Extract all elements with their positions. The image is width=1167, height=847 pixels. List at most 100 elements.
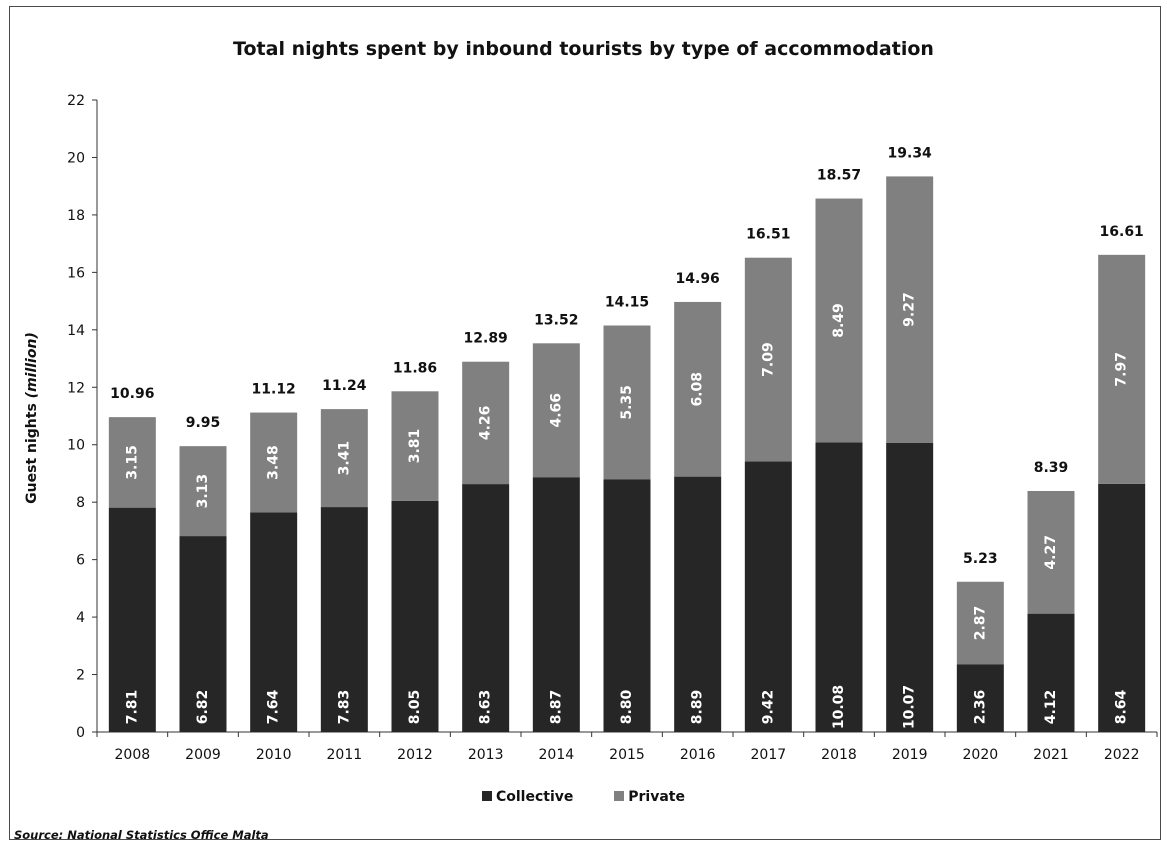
bar-collective (1098, 483, 1146, 732)
x-tick-label: 2012 (397, 747, 433, 763)
x-tick-label: 2015 (609, 747, 645, 763)
data-label-collective: 8.89 (690, 690, 706, 725)
data-label-collective: 7.83 (336, 690, 352, 725)
bar-collective (1027, 613, 1075, 732)
bar-private (603, 325, 651, 480)
total-label: 9.95 (186, 415, 221, 431)
bar-private (391, 391, 439, 501)
data-label-private: 3.41 (336, 441, 352, 476)
x-tick-label: 2011 (327, 747, 363, 763)
data-label-collective: 8.64 (1114, 689, 1130, 724)
y-tick-label: 12 (67, 380, 85, 396)
y-tick-label: 16 (67, 265, 85, 281)
data-label-collective: 2.36 (972, 690, 988, 725)
data-label-private: 7.09 (760, 342, 776, 377)
legend-item-collective: Collective (481, 789, 574, 805)
data-label-private: 3.48 (266, 445, 282, 480)
bar-private (956, 581, 1004, 665)
bar-collective (886, 442, 934, 732)
total-label: 18.57 (817, 168, 861, 184)
total-label: 19.34 (888, 145, 933, 161)
y-tick-label: 8 (76, 495, 85, 511)
total-label: 13.52 (534, 312, 578, 328)
total-label: 14.96 (676, 271, 720, 287)
bar-private (108, 417, 156, 508)
data-label-private: 3.15 (124, 445, 140, 480)
y-tick-label: 4 (76, 610, 85, 626)
chart-title: Total nights spent by inbound tourists b… (233, 38, 934, 60)
data-label-collective: 6.82 (195, 690, 211, 725)
y-tick-label: 10 (67, 438, 85, 454)
data-label-private: 6.08 (690, 372, 706, 407)
data-label-collective: 9.42 (760, 690, 776, 725)
total-label: 12.89 (464, 331, 508, 347)
data-label-collective: 7.81 (124, 690, 140, 725)
bar-collective (462, 484, 510, 732)
total-label: 5.23 (963, 551, 998, 567)
data-label-private: 5.35 (619, 385, 635, 420)
x-tick-label: 2018 (821, 747, 857, 763)
bar-collective (603, 479, 651, 732)
y-tick-label: 18 (67, 208, 85, 224)
bar-collective (744, 461, 792, 732)
bar-private (744, 257, 792, 462)
x-tick-label: 2013 (468, 747, 504, 763)
total-label: 16.51 (746, 227, 790, 243)
data-label-private: 8.49 (831, 303, 847, 338)
data-label-private: 4.66 (548, 393, 564, 428)
legend-label-private: Private (628, 789, 685, 805)
data-label-private: 9.27 (902, 292, 918, 327)
bar-private (179, 446, 227, 537)
data-label-collective: 10.07 (902, 685, 918, 729)
data-label-collective: 10.08 (831, 685, 847, 729)
bar-private (320, 409, 368, 508)
data-label-collective: 8.87 (548, 690, 564, 725)
source-note: Source: National Statistics Office Malta (14, 828, 269, 842)
total-label: 11.86 (393, 360, 437, 376)
data-label-collective: 8.80 (619, 689, 635, 724)
bar-collective (815, 442, 863, 732)
data-label-private: 4.26 (478, 406, 494, 441)
legend-item-private: Private (614, 789, 685, 805)
bar-private (886, 176, 934, 443)
x-tick-label: 2020 (963, 747, 999, 763)
bar-collective (532, 477, 580, 732)
data-label-private: 3.81 (407, 429, 423, 464)
x-tick-label: 2019 (892, 747, 928, 763)
legend-swatch-private (614, 791, 625, 801)
bar-collective (179, 536, 227, 732)
bar-private (250, 412, 298, 513)
y-tick-label: 6 (76, 553, 85, 569)
total-label: 16.61 (1100, 224, 1144, 240)
x-tick-label: 2014 (539, 747, 575, 763)
data-label-private: 3.13 (195, 474, 211, 509)
x-tick-label: 2022 (1104, 747, 1140, 763)
bar-private (815, 198, 863, 443)
bar-collective (674, 476, 722, 732)
bar-collective (391, 500, 439, 732)
bar-private (1027, 490, 1075, 614)
legend-swatch-collective (481, 791, 492, 801)
total-label: 11.24 (322, 378, 367, 394)
chart-frame (9, 6, 1161, 840)
y-tick-label: 2 (76, 668, 85, 684)
y-tick-label: 20 (67, 150, 85, 166)
total-label: 10.96 (110, 386, 154, 402)
bar-private (1098, 254, 1146, 484)
x-tick-label: 2010 (256, 747, 292, 763)
bar-collective (956, 664, 1004, 732)
data-label-collective: 8.05 (407, 690, 423, 725)
total-label: 14.15 (605, 295, 649, 311)
data-label-private: 4.27 (1043, 535, 1059, 570)
x-tick-label: 2017 (751, 747, 787, 763)
legend-label-collective: Collective (495, 789, 574, 805)
data-label-collective: 4.12 (1043, 690, 1059, 725)
data-label-private: 7.97 (1114, 352, 1130, 387)
bar-private (674, 301, 722, 477)
data-label-private: 2.87 (972, 606, 988, 641)
bar-private (532, 343, 580, 478)
data-label-collective: 7.64 (266, 689, 282, 724)
x-tick-label: 2008 (115, 747, 151, 763)
legend: Collective Private (0, 789, 1167, 805)
